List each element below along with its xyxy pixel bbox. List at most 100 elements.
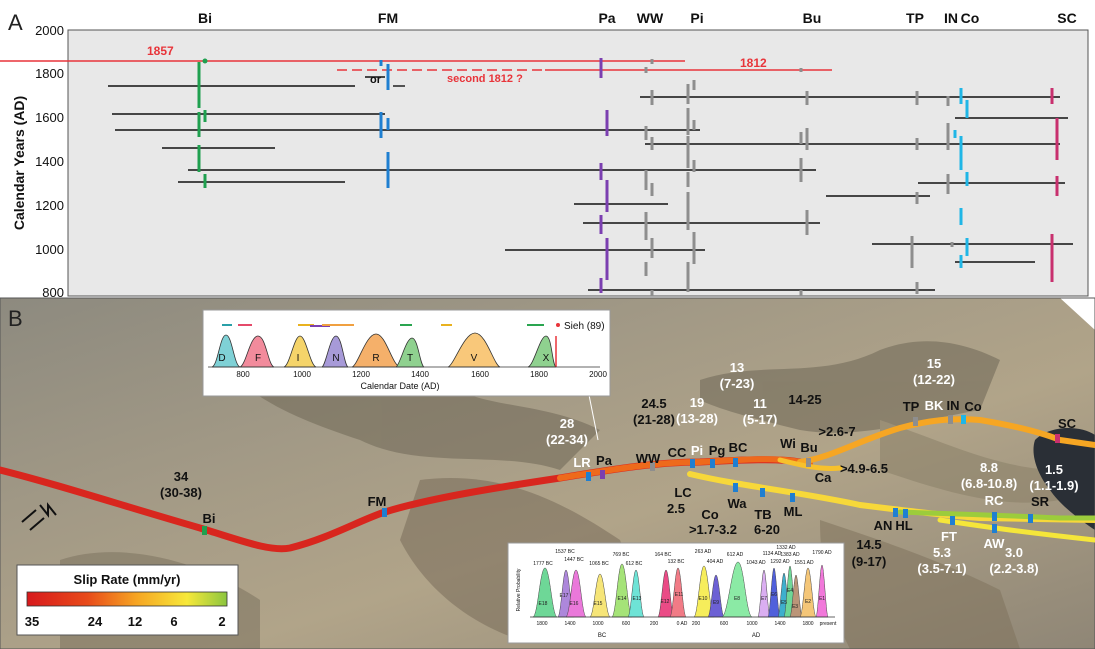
y-tick-1000: 1000 [35,242,64,257]
date-label: 1134 AD [763,551,782,557]
inset-bottom-dates: 1777 BC 1537 BC 1447 BC 1065 BC 769 BC 6… [533,545,832,567]
y-axis-title: Calendar Years (AD) [11,96,27,230]
x-tick: 1400 [774,621,785,627]
site-events-pa [599,58,609,293]
x-tick: 1000 [293,370,311,379]
fault-label-wi: Wi [780,436,796,451]
y-tick-1400: 1400 [35,154,64,169]
fault-label-fm: FM [368,494,387,509]
event-pdf-e13 [627,569,645,618]
event-label: E18 [539,601,548,607]
site-events-tp [910,91,919,294]
marker-wa [733,483,738,492]
y-tick-1200: 1200 [35,198,64,213]
event-label-v: V [471,353,478,364]
marker-ft [950,516,955,525]
date-label: 1537 BC [555,549,575,555]
x-tick: 200 [650,621,659,627]
legend-tick-12: 12 [128,614,142,629]
event-pdf-i [283,335,317,368]
marker-fm [382,508,387,517]
inset-bottom-ad-label: AD [752,633,761,639]
x-tick: 2000 [589,370,607,379]
inset-top-ranges [222,324,544,327]
event-label: E9 [713,600,719,606]
label-or: or [370,74,382,86]
rate-pa: 28 [560,416,574,431]
fault-labels: Bi FM Pa WW CC Pg BC Wi Bu Ca TP IN Co S… [203,398,1077,533]
event-label-i: I [297,353,300,364]
y-tick-1600: 1600 [35,110,64,125]
x-tick: 600 [720,621,729,627]
date-label: 769 BC [613,552,630,558]
legend-colorbar [26,591,228,607]
inset-top-pdfs [211,332,557,368]
site-events-fm [379,60,390,188]
site-label-ww: WW [637,10,664,26]
x-tick: 1000 [746,621,757,627]
inset-bottom-y-label: Relative Probability [516,568,522,611]
event-label-t: T [407,353,413,364]
fault-label-ca: Ca [815,470,832,485]
rate-wi: 14-25 [788,392,821,407]
inset-top-x-ticks: 800 1000 1200 1400 1600 1800 2000 [236,370,607,379]
inset-bottom: Relative Probability 1777 BC 1537 BC 144… [507,542,845,644]
inset-bottom-x-ticks: 1800 1400 1000 600 200 0 AD 200 600 1000… [536,621,813,627]
date-label: 1447 BC [564,557,584,563]
rate-ft-range: (3.5-7.1) [917,561,966,576]
rate-sr: 1.5 [1045,462,1063,477]
marker-pg [710,459,715,468]
fault-label-tb: TB [754,507,771,522]
rupture-extents [108,85,1073,291]
marker-ww [650,462,655,471]
site-label-bu: Bu [803,10,822,26]
rate-lc: 2.5 [667,501,685,516]
event-label: E11 [675,592,684,598]
event-pdf-t [395,337,425,368]
site-markers [202,415,1060,535]
fault-label-aw: AW [984,536,1006,551]
rate-pi: 19 [690,395,704,410]
date-label: 1551 AD [794,560,814,566]
site-events-co [953,88,969,268]
marker-bi [202,526,207,535]
date-label: 1043 AD [746,560,766,566]
slip-rate-legend: Slip Rate (mm/yr) 35 24 12 6 2 [16,564,239,636]
fault-label-bu: Bu [800,440,817,455]
rate-ca: >4.9-6.5 [840,461,888,476]
site-events-sc [1050,88,1059,282]
event-label: E16 [570,601,579,607]
fault-label-bi: Bi [203,511,216,526]
panel-b-frame [0,297,1095,649]
legend-tick-6: 6 [170,614,177,629]
label-1857: 1857 [147,44,174,58]
event-label: E14 [618,596,627,602]
rate-an: 14.5 [856,537,881,552]
fault-label-ml: ML [784,504,803,519]
rate-pg-range: (7-23) [720,376,755,391]
fault-label-co-north: Co [964,399,981,414]
x-tick: 600 [622,621,631,627]
x-tick: 1200 [352,370,370,379]
event-label-d: D [218,353,225,364]
fault-trace-banning [797,416,1095,465]
event-pdf-e6 [767,567,781,618]
event-label: E15 [594,601,603,607]
marker-tb [760,488,765,497]
event-label: E12 [661,599,670,605]
rate-pi-range: (13-28) [676,411,718,426]
event-label: E8 [734,596,740,602]
marker-pa [600,470,605,479]
date-label: 404 AD [707,559,724,565]
rate-rc: 8.8 [980,460,998,475]
fault-label-rc: RC [985,493,1004,508]
marker-aw [992,524,997,533]
fault-label-pa: Pa [596,453,613,468]
legend-ticks: 35 24 12 6 2 [25,614,226,629]
marker-lr [586,472,591,481]
site-events-ww [644,59,654,296]
legend-tick-24: 24 [88,614,103,629]
marker-sr [1028,514,1033,523]
fault-trace-elsinore [897,509,1095,521]
event-label: E1 [819,596,825,602]
